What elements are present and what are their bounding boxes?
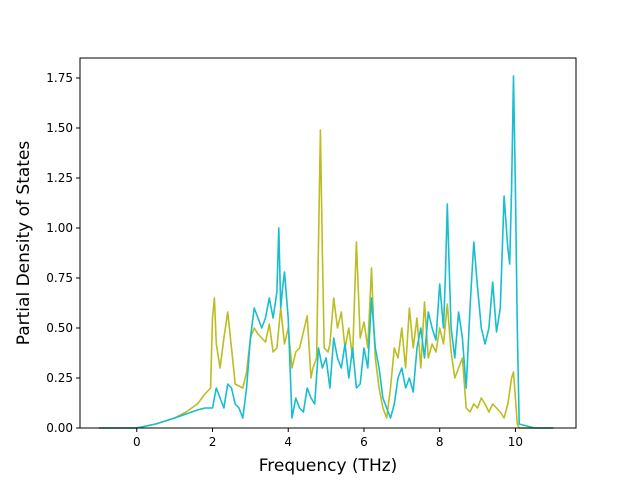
x-tick-label: 0: [133, 435, 141, 449]
x-tick-label: 4: [284, 435, 292, 449]
series-line: [98, 75, 554, 429]
x-tick-label: 2: [209, 435, 217, 449]
x-tick-label: 8: [436, 435, 444, 449]
x-tick-label: 6: [360, 435, 368, 449]
series-line: [98, 129, 554, 429]
x-axis-ticks: 0 2 4 6 8 10: [133, 428, 523, 449]
y-tick-label: 0.00: [46, 421, 73, 435]
y-tick-label: 0.25: [46, 371, 73, 385]
y-tick-label: 1.50: [46, 121, 73, 135]
y-tick-label: 0.75: [46, 271, 73, 285]
plot-lines: [98, 75, 554, 429]
y-tick-label: 0.50: [46, 321, 73, 335]
plot-frame: [79, 57, 577, 429]
y-axis-ticks: 0.00 0.25 0.50 0.75 1.00 1.25 1.50 1.75: [46, 71, 80, 435]
x-tick-label: 10: [508, 435, 523, 449]
y-tick-label: 1.75: [46, 71, 73, 85]
x-axis-label: Frequency (THz): [259, 456, 398, 476]
y-tick-label: 1.25: [46, 171, 73, 185]
y-axis-label: Partial Density of States: [14, 141, 34, 346]
y-tick-label: 1.00: [46, 221, 73, 235]
